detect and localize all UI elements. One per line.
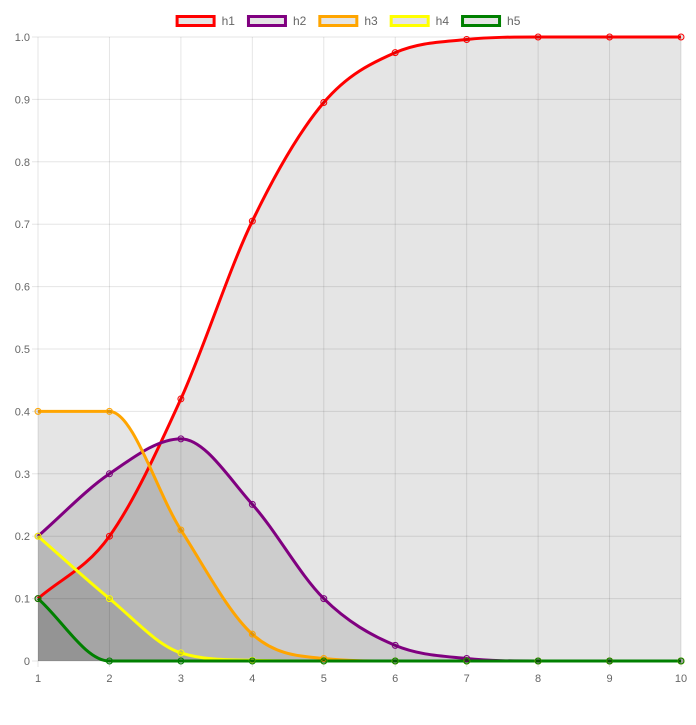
point-h1[interactable]	[177, 395, 185, 403]
y-tick-label: 0.3	[15, 469, 30, 481]
y-tick-label: 0.5	[15, 344, 30, 356]
legend-label-h5[interactable]: h5	[507, 14, 521, 28]
y-tick-label: 1.0	[15, 32, 30, 44]
x-tick-label: 2	[106, 673, 112, 685]
point-h5[interactable]	[34, 595, 42, 603]
line-layer	[37, 35, 681, 663]
x-tick-label: 5	[321, 673, 327, 685]
point-h1[interactable]	[105, 532, 113, 540]
y-tick-label: 0.2	[15, 531, 30, 543]
legend-swatch-h3[interactable]	[318, 15, 359, 27]
point-h2[interactable]	[391, 641, 399, 649]
area-layer	[38, 37, 681, 661]
line-h5	[37, 597, 681, 663]
legend-swatch-h4[interactable]	[389, 15, 430, 27]
legend-label-h1[interactable]: h1	[222, 14, 236, 28]
point-h5[interactable]	[105, 657, 113, 665]
point-h1[interactable]	[320, 99, 328, 107]
x-tick-label: 3	[178, 673, 184, 685]
x-tick-label: 4	[249, 673, 255, 685]
legend-swatch-h2[interactable]	[246, 15, 287, 27]
point-h1[interactable]	[463, 35, 471, 43]
point-h2[interactable]	[105, 470, 113, 478]
y-tick-label: 0	[24, 656, 30, 668]
y-tick-label: 0.6	[15, 282, 30, 294]
point-h2[interactable]	[463, 655, 471, 663]
point-h1[interactable]	[534, 33, 542, 41]
x-tick-label: 10	[675, 673, 687, 685]
y-tick-label: 0.1	[15, 594, 30, 606]
legend-label-h3[interactable]: h3	[364, 14, 378, 28]
area-h2	[38, 438, 681, 661]
point-h5[interactable]	[606, 657, 614, 665]
point-h5[interactable]	[391, 657, 399, 665]
point-h5[interactable]	[677, 657, 685, 665]
y-tick-label: 0.8	[15, 157, 30, 169]
area-h1	[38, 37, 681, 661]
y-tick-label: 0.9	[15, 94, 30, 106]
x-tick-label: 8	[535, 673, 541, 685]
point-h2[interactable]	[320, 595, 328, 603]
x-tick-label: 9	[606, 673, 612, 685]
point-h1[interactable]	[677, 33, 685, 41]
point-h3[interactable]	[177, 526, 185, 534]
legend-label-h2[interactable]: h2	[293, 14, 307, 28]
legend-label-h4[interactable]: h4	[436, 14, 450, 28]
point-h5[interactable]	[248, 657, 256, 665]
point-layer	[34, 33, 685, 665]
point-h5[interactable]	[463, 657, 471, 665]
legend: h1 h2 h3 h4 h5	[175, 14, 521, 28]
point-h5[interactable]	[177, 657, 185, 665]
x-tick-label: 7	[464, 673, 470, 685]
point-h3[interactable]	[320, 655, 328, 663]
point-h5[interactable]	[534, 657, 542, 665]
tick-layer: 0 0.1 0.2 0.3 0.4 0.5 0.6 0.7 0.8 0.9 1.0 1 2 3 4 5 6 7 8 9…	[15, 32, 687, 685]
point-h1[interactable]	[391, 49, 399, 57]
point-h3[interactable]	[105, 407, 113, 415]
legend-swatch-h1[interactable]	[175, 15, 216, 27]
point-h1[interactable]	[606, 33, 614, 41]
point-h3[interactable]	[248, 630, 256, 638]
y-tick-label: 0.7	[15, 219, 30, 231]
point-h2[interactable]	[177, 435, 185, 443]
legend-swatch-h5[interactable]	[461, 15, 502, 27]
point-h5[interactable]	[320, 657, 328, 665]
y-tick-label: 0.4	[15, 406, 30, 418]
point-h4[interactable]	[105, 595, 113, 603]
point-h4[interactable]	[34, 532, 42, 540]
line-h1	[37, 35, 681, 600]
x-tick-label: 6	[392, 673, 398, 685]
point-h2[interactable]	[248, 500, 256, 508]
point-h3[interactable]	[34, 407, 42, 415]
area-h4	[38, 536, 681, 661]
point-h4[interactable]	[177, 649, 185, 657]
x-tick-label: 1	[35, 673, 41, 685]
point-h1[interactable]	[248, 217, 256, 225]
area-h3	[38, 411, 681, 661]
